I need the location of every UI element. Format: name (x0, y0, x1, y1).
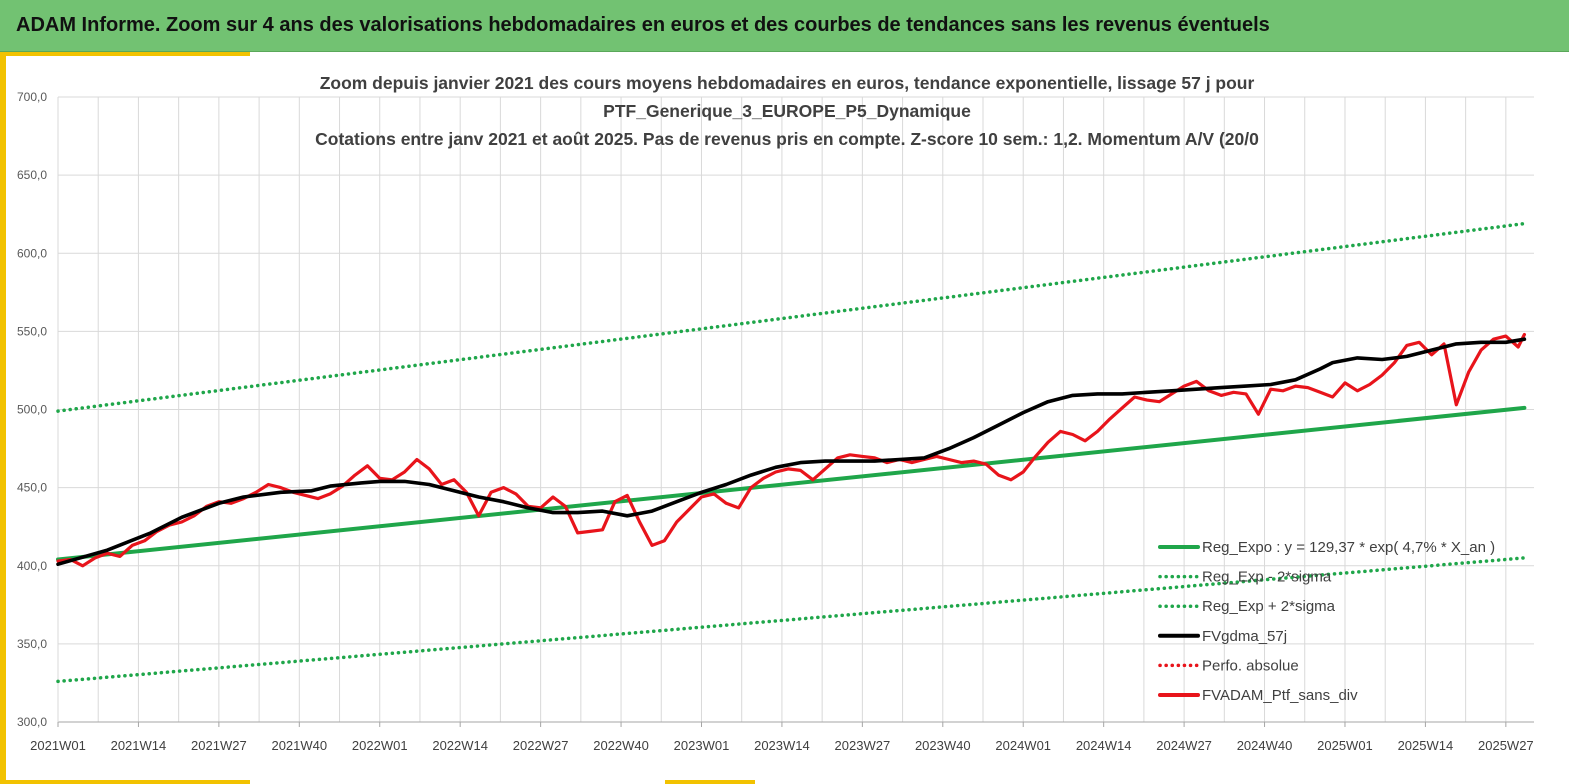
y-tick-label: 300,0 (17, 715, 47, 729)
series-line-5 (56, 332, 1527, 568)
accent-bar-bottom-mid (665, 780, 755, 784)
x-tick-label: 2024W40 (1237, 738, 1293, 753)
x-tick-label: 2024W27 (1156, 738, 1212, 753)
x-tick-label: 2022W01 (352, 738, 408, 753)
accent-bar-top (0, 52, 250, 56)
header-bar: ADAM Informe. Zoom sur 4 ans des valoris… (0, 0, 1569, 52)
chart-title-line-3: Cotations entre janv 2021 et août 2025. … (315, 129, 1259, 149)
line-chart: 300,0 350,0 400,0 450,0 500,0 550,0 600,0 650,0… (17, 73, 1534, 753)
x-tick-label: 2023W01 (674, 738, 730, 753)
accent-bar-left (0, 52, 6, 784)
x-tick-label: 2023W40 (915, 738, 971, 753)
y-tick-label: 450,0 (17, 481, 47, 495)
legend-label: Reg_Exp - 2*sigma (1202, 569, 1332, 586)
chart-title-line-1: Zoom depuis janvier 2021 des cours moyen… (320, 73, 1255, 93)
legend-label: FVgdma_57j (1202, 628, 1287, 645)
x-tick-label: 2021W40 (271, 738, 327, 753)
x-tick-labels: 2021W01 2021W14 2021W27 2021W40 2022W01 2022W… (30, 722, 1534, 753)
series (56, 221, 1527, 684)
chart-title-line-2: PTF_Generique_3_EUROPE_P5_Dynamique (603, 101, 971, 121)
y-tick-label: 500,0 (17, 403, 47, 417)
x-tick-label: 2025W14 (1398, 738, 1454, 753)
x-tick-label: 2023W27 (835, 738, 891, 753)
x-tick-label: 2025W01 (1317, 738, 1373, 753)
legend-label: Reg_Exp + 2*sigma (1202, 598, 1336, 615)
accent-bar-bottom (0, 780, 250, 784)
x-tick-label: 2024W14 (1076, 738, 1132, 753)
page-title: ADAM Informe. Zoom sur 4 ans des valoris… (16, 14, 1270, 36)
x-tick-label: 2021W27 (191, 738, 247, 753)
legend-label: Perfo. absolue (1202, 657, 1299, 674)
grid (58, 96, 1534, 723)
y-tick-label: 600,0 (17, 246, 47, 260)
y-tick-label: 650,0 (17, 168, 47, 182)
x-tick-label: 2022W27 (513, 738, 569, 753)
series-line-0 (56, 405, 1527, 562)
x-tick-label: 2021W01 (30, 738, 86, 753)
y-tick-labels: 300,0 350,0 400,0 450,0 500,0 550,0 600,0 650,0… (17, 90, 47, 729)
x-tick-label: 2025W27 (1478, 738, 1534, 753)
x-tick-label: 2023W14 (754, 738, 810, 753)
series-line-2 (56, 221, 1527, 413)
legend: Reg_Expo : y = 129,37 * exp( 4,7% * X_an… (1158, 539, 1495, 704)
series-line-3 (56, 337, 1527, 567)
y-tick-label: 700,0 (17, 90, 47, 104)
legend-label: FVADAM_Ptf_sans_div (1202, 687, 1358, 704)
x-tick-label: 2022W14 (432, 738, 488, 753)
x-tick-label: 2024W01 (995, 738, 1051, 753)
y-tick-label: 350,0 (17, 637, 47, 651)
y-tick-label: 550,0 (17, 324, 47, 338)
legend-label: Reg_Expo : y = 129,37 * exp( 4,7% * X_an… (1202, 539, 1495, 556)
series-line-1 (56, 556, 1527, 684)
y-tick-label: 400,0 (17, 559, 47, 573)
x-tick-label: 2021W14 (111, 738, 167, 753)
chart-title: Zoom depuis janvier 2021 des cours moyen… (315, 73, 1259, 149)
x-tick-label: 2022W40 (593, 738, 649, 753)
